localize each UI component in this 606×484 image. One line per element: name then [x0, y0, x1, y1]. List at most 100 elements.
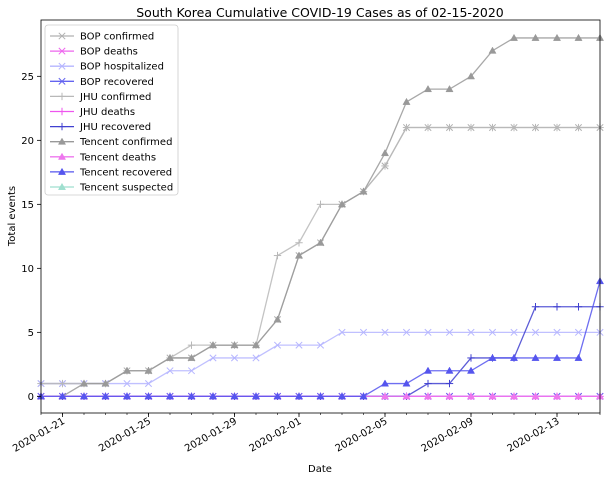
y-axis-label: Total events [7, 186, 18, 247]
data-point-tencent-deaths [402, 392, 411, 400]
legend-item-bop-confirmed: BOP confirmed [50, 32, 154, 43]
data-point-bop-hospitalized [295, 341, 303, 349]
legend-label: BOP deaths [80, 47, 138, 58]
data-point-tencent-recovered [380, 379, 390, 387]
data-point-tencent-deaths [488, 392, 497, 400]
data-point-bop-hospitalized [510, 328, 518, 336]
data-point-tencent-recovered [58, 392, 67, 400]
data-point-bop-hospitalized [553, 328, 561, 336]
data-point-tencent-confirmed [165, 353, 175, 361]
data-point-tencent-confirmed [445, 85, 454, 93]
data-point-tencent-deaths [531, 392, 540, 400]
data-point-tencent-recovered [316, 392, 325, 400]
data-point-bop-hospitalized [252, 354, 260, 362]
data-point-tencent-recovered [101, 392, 110, 400]
data-point-tencent-confirmed [466, 72, 476, 80]
data-point-jhu-confirmed [445, 123, 454, 132]
data-point-tencent-recovered [402, 379, 411, 387]
data-point-bop-hospitalized [531, 328, 540, 336]
legend-label: BOP recovered [80, 77, 154, 88]
data-point-tencent-confirmed [402, 97, 411, 105]
y-tick-label: 5 [28, 328, 34, 339]
legend-marker [58, 107, 66, 116]
data-point-tencent-recovered [359, 392, 368, 400]
legend-label: JHU deaths [79, 107, 135, 118]
legend-marker [57, 182, 67, 190]
data-point-jhu-confirmed [187, 341, 196, 349]
data-point-tencent-recovered [552, 353, 562, 361]
data-point-tencent-deaths [552, 392, 562, 400]
data-point-bop-hospitalized [144, 380, 153, 388]
data-point-tencent-confirmed [423, 85, 433, 93]
legend-item-jhu-confirmed: JHU confirmed [50, 92, 151, 103]
data-point-tencent-confirmed [187, 353, 196, 361]
legend-label: Tencent deaths [79, 152, 156, 163]
legend-marker [58, 47, 66, 55]
legend-marker [58, 122, 66, 131]
data-point-tencent-recovered [445, 366, 454, 374]
legend-item-jhu-recovered: JHU recovered [50, 122, 151, 133]
data-point-jhu-confirmed [531, 123, 540, 132]
data-point-tencent-recovered [294, 392, 304, 400]
data-point-bop-hospitalized [273, 341, 282, 349]
data-point-bop-hospitalized [488, 328, 497, 336]
series-bop-hospitalized [37, 328, 604, 388]
legend-label: Tencent suspected [79, 183, 173, 194]
series-tencent-recovered [36, 277, 605, 400]
data-point-bop-hospitalized [166, 367, 174, 375]
legend-item-tencent-confirmed: Tencent confirmed [50, 137, 172, 148]
chart-title: South Korea Cumulative COVID-19 Cases as… [136, 5, 504, 20]
data-point-jhu-confirmed [273, 251, 282, 260]
data-point-tencent-deaths [423, 392, 433, 400]
x-tick-label: 2020-01-29 [183, 416, 239, 455]
legend-marker [57, 137, 67, 145]
legend-label: Tencent recovered [79, 167, 172, 178]
data-point-bop-hospitalized [467, 328, 475, 336]
data-point-tencent-recovered [122, 392, 132, 400]
data-point-jhu-confirmed [58, 379, 67, 388]
x-tick-label: 2020-02-05 [334, 416, 390, 455]
data-point-tencent-confirmed [509, 33, 519, 41]
data-point-jhu-confirmed [488, 123, 497, 132]
data-point-tencent-confirmed [316, 238, 325, 246]
legend: BOP confirmed BOP deaths BOP hospitalized B… [44, 24, 179, 196]
data-point-tencent-confirmed [230, 341, 239, 349]
data-point-jhu-confirmed [316, 200, 325, 209]
x-tick-label: 2020-02-13 [506, 416, 562, 455]
data-point-tencent-confirmed [294, 251, 304, 259]
legend-item-tencent-deaths: Tencent deaths [50, 152, 156, 163]
data-point-tencent-recovered [251, 392, 261, 400]
legend-label: Tencent confirmed [79, 137, 172, 148]
data-point-tencent-recovered [423, 366, 433, 374]
y-tick-label: 15 [21, 200, 34, 211]
legend-marker [57, 152, 67, 160]
legend-item-bop-recovered: BOP recovered [50, 77, 154, 88]
data-point-tencent-recovered [165, 392, 175, 400]
data-point-bop-hospitalized [359, 328, 368, 336]
data-point-jhu-recovered [467, 354, 475, 362]
data-point-tencent-deaths [574, 392, 583, 400]
data-point-tencent-deaths [445, 392, 454, 400]
x-tick-label: 2020-01-25 [97, 416, 153, 455]
y-tick-label: 10 [21, 264, 34, 275]
data-point-bop-hospitalized [402, 328, 411, 336]
data-point-jhu-confirmed [467, 123, 475, 132]
data-point-jhu-recovered [531, 303, 540, 311]
data-point-tencent-confirmed [531, 33, 540, 41]
legend-label: JHU recovered [79, 122, 151, 133]
data-point-bop-hospitalized [445, 328, 454, 336]
data-point-tencent-confirmed [101, 379, 110, 387]
legend-item-tencent-recovered: Tencent recovered [50, 167, 172, 178]
legend-item-bop-deaths: BOP deaths [50, 47, 138, 58]
data-point-tencent-recovered [488, 353, 497, 361]
y-tick-label: 25 [21, 72, 34, 83]
legend-label: BOP confirmed [80, 32, 154, 43]
data-point-tencent-recovered [208, 392, 218, 400]
data-point-jhu-confirmed [574, 123, 583, 132]
legend-item-tencent-suspected: Tencent suspected [50, 183, 173, 194]
data-point-jhu-recovered [445, 379, 454, 388]
legend-box [44, 24, 179, 196]
data-point-bop-hospitalized [209, 354, 217, 362]
